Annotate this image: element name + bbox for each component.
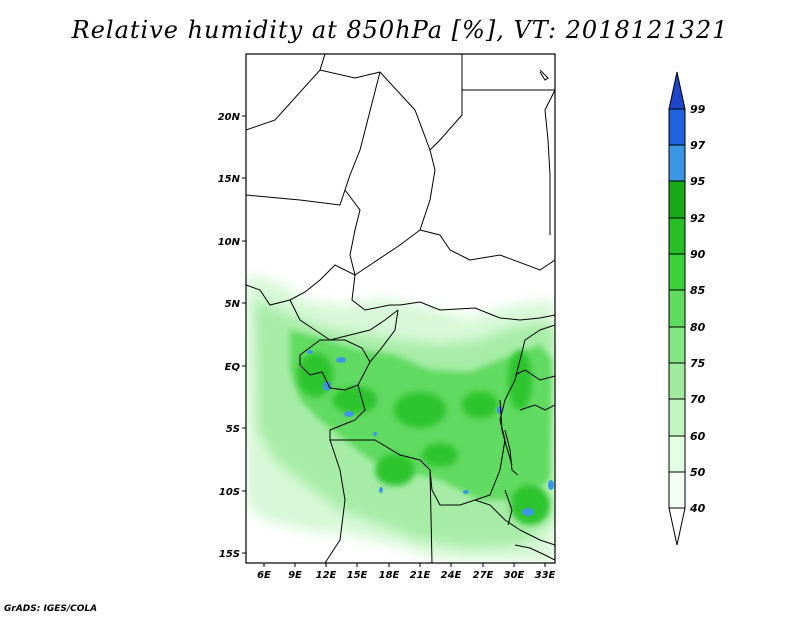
colorbar-segment (668, 253, 686, 291)
colorbar-segment (668, 144, 686, 182)
lat-label: EQ (225, 362, 241, 373)
lon-label: 6E (257, 570, 271, 581)
colorbar-label: 75 (690, 357, 706, 370)
colorbar-segment (668, 362, 686, 400)
colorbar-segment (668, 435, 686, 473)
lon-label: 12E (316, 570, 337, 581)
lat-label: 15S (219, 549, 240, 560)
lon-label: 18E (379, 570, 400, 581)
colorbar-label: 60 (690, 430, 706, 443)
colorbar-segment (668, 326, 686, 364)
colorbar-top-arrow (668, 71, 686, 110)
map-frame (245, 53, 556, 564)
lon-label: 30E (504, 570, 525, 581)
grads-credit: GrADS: IGES/COLA (4, 604, 98, 614)
colorbar-label: 80 (690, 321, 706, 334)
colorbar-segment (668, 289, 686, 328)
lon-label: 33E (535, 570, 556, 581)
colorbar-label: 95 (690, 175, 706, 188)
humidity-saturation-95 (307, 350, 554, 516)
colorbar-label: 92 (690, 212, 706, 225)
colorbar-segment (668, 398, 686, 437)
lat-label: 5N (225, 299, 241, 310)
colorbar-segment (668, 217, 686, 255)
lon-label: 24E (441, 570, 462, 581)
colorbar-label: 40 (689, 502, 706, 515)
lon-label: 21E (410, 570, 431, 581)
lat-label: 10N (218, 237, 241, 248)
colorbar-label: 50 (690, 466, 706, 479)
colorbar-label: 90 (690, 248, 706, 261)
lat-label: 10S (219, 487, 240, 498)
lon-label: 15E (347, 570, 368, 581)
colorbar-labels: 99 97 95 92 90 85 80 75 70 60 50 40 (689, 103, 706, 515)
lat-label: 15N (218, 174, 241, 185)
colorbar (668, 71, 686, 546)
colorbar-label: 99 (690, 103, 706, 116)
humidity-field (246, 275, 555, 563)
latitude-labels: 20N 15N 10N 5N EQ 5S 10S 15S (218, 112, 241, 560)
lat-label: 20N (218, 112, 241, 123)
lon-label: 27E (473, 570, 494, 581)
colorbar-segment (668, 180, 686, 219)
longitude-labels: 6E 9E 12E 15E 18E 21E 24E 27E 30E 33E (257, 570, 555, 581)
axis-ticks (242, 115, 546, 567)
colorbar-segment (668, 108, 686, 146)
lon-label: 9E (288, 570, 302, 581)
colorbar-label: 70 (690, 393, 706, 406)
colorbar-segment (668, 471, 686, 509)
colorbar-label: 85 (690, 284, 706, 297)
colorbar-label: 97 (690, 139, 706, 152)
lat-label: 5S (226, 424, 240, 435)
humidity-core-90 (297, 350, 550, 525)
plot-title: Relative humidity at 850hPa [%], VT: 201… (71, 16, 729, 44)
colorbar-bottom-arrow (668, 507, 686, 546)
country-borders (246, 54, 555, 563)
